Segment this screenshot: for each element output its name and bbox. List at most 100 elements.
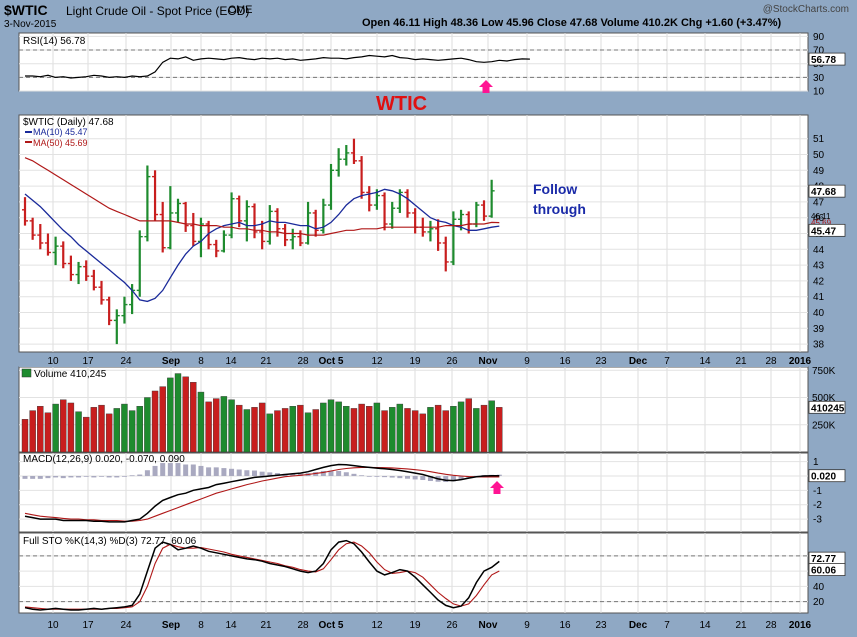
panel-rsi [18,32,809,92]
x-tick-label-bottom: 26 [446,620,458,631]
x-tick-label-top: Nov [479,356,498,367]
volume-bar [450,406,457,453]
x-tick-label-bottom: Oct 5 [318,620,343,631]
y-tick-label: 39 [813,324,825,335]
y-tick-label: 46 [813,213,825,224]
volume-bar [82,416,90,453]
volume-bar [258,402,266,453]
macd-histogram-bar [267,472,273,476]
x-tick-label-bottom: Nov [479,620,498,631]
y-tick-label: 500K [812,393,836,404]
y-tick-label: 250K [812,420,836,431]
volume-bar [442,410,449,453]
rsi-up-arrow-icon [479,80,493,93]
x-tick-label-top: 28 [765,356,777,367]
macd-histogram-bar [53,475,59,478]
rsi-last-value-box [808,52,846,66]
chart-instrument-name: Light Crude Oil - Spot Price (EOD) [66,4,250,18]
ohlc-summary: Open 46.11 High 48.36 Low 45.96 Close 47… [362,17,782,29]
volume-bar [136,406,143,453]
volume-bar [190,382,197,453]
macd-histogram-bar [313,472,319,476]
x-tick-label-top: 14 [699,356,711,367]
x-tick-label-top: 2016 [789,356,812,367]
macd-histogram-bar [259,471,265,476]
x-tick-label-bottom: 19 [409,620,421,631]
volume-bar [304,412,312,453]
macd-histogram-bar [152,465,158,476]
macd-histogram-bar [106,475,112,478]
volume-bar [235,404,243,453]
macd-histogram-bar [236,469,242,476]
macd-histogram-bar [343,472,349,476]
x-tick-label-bottom: 21 [735,620,747,631]
macd-histogram-bar [412,475,418,480]
macd-histogram-bar [183,464,189,476]
volume-bar [297,404,304,453]
volume-bar [90,407,98,453]
macd-signal-line [24,466,500,522]
macd-histogram-bar [99,475,104,477]
volume-bar [381,410,388,453]
y-tick-label: 750K [812,366,836,377]
macd-histogram-bar [167,463,173,476]
volume-bar [105,413,113,453]
ma50-value-label: 45.69 [811,219,832,228]
sto-k-line [24,539,500,611]
x-tick-label-top: 8 [198,356,204,367]
volume-bar [266,413,273,453]
price-panel-label: $WTIC (Daily) 47.68 [23,117,114,128]
y-tick-label: 38 [813,340,825,351]
macd-histogram-bar [405,475,410,479]
y-tick-label: 47 [813,197,825,208]
macd-histogram-bar [91,475,97,478]
macd-histogram-bar [458,475,464,480]
macd-histogram-bar [22,475,28,479]
volume-bar [434,404,442,453]
chart-date: 3-Nov-2015 [4,19,57,30]
ma10-value-tag: 45.47 [811,226,836,237]
rsi-last-value: 56.78 [811,55,836,66]
macd-histogram-bar [420,475,426,481]
y-tick-label: 41 [813,292,825,303]
volume-bar [411,410,419,453]
sto-d-last-value-box [808,563,846,576]
y-tick-label: 90 [813,32,825,43]
macd-histogram-bar [45,475,51,479]
volume-bar [228,399,235,453]
x-tick-label-bottom: 28 [765,620,777,631]
volume-bar [366,406,373,453]
macd-histogram-bar [443,475,449,483]
x-tick-label-top: 26 [446,356,458,367]
macd-histogram-bar [175,463,181,476]
volume-bar [182,376,189,453]
macd-histogram-bar [76,475,82,478]
macd-histogram-bar [221,468,227,476]
x-tick-label-top: Dec [629,356,648,367]
x-axis-strip-top [19,353,808,367]
volume-bar [128,410,136,453]
x-tick-label-bottom: 12 [371,620,383,631]
ma50-legend: MA(50) 45.69 [33,138,88,148]
y-tick-label: 1 [813,457,819,468]
macd-histogram-bar [328,470,334,476]
macd-up-arrow-icon [490,481,504,494]
volume-bar [159,386,166,453]
volume-bar [151,390,159,453]
volume-bar [44,412,52,453]
x-tick-label-bottom: 7 [664,620,670,631]
volume-bar [251,407,258,453]
volume-bar [373,402,381,453]
volume-bar [205,401,212,453]
x-tick-label-top: 23 [595,356,607,367]
macd-histogram-bar [229,468,235,476]
x-tick-label-bottom: 16 [559,620,571,631]
volume-bar [52,403,59,453]
volume-bar [327,399,335,453]
volume-bar [404,408,411,453]
macd-last-value: 0.020 [811,472,836,483]
x-tick-label-top: Oct 5 [318,356,343,367]
volume-bar [67,402,75,453]
volume-bar [281,408,289,453]
